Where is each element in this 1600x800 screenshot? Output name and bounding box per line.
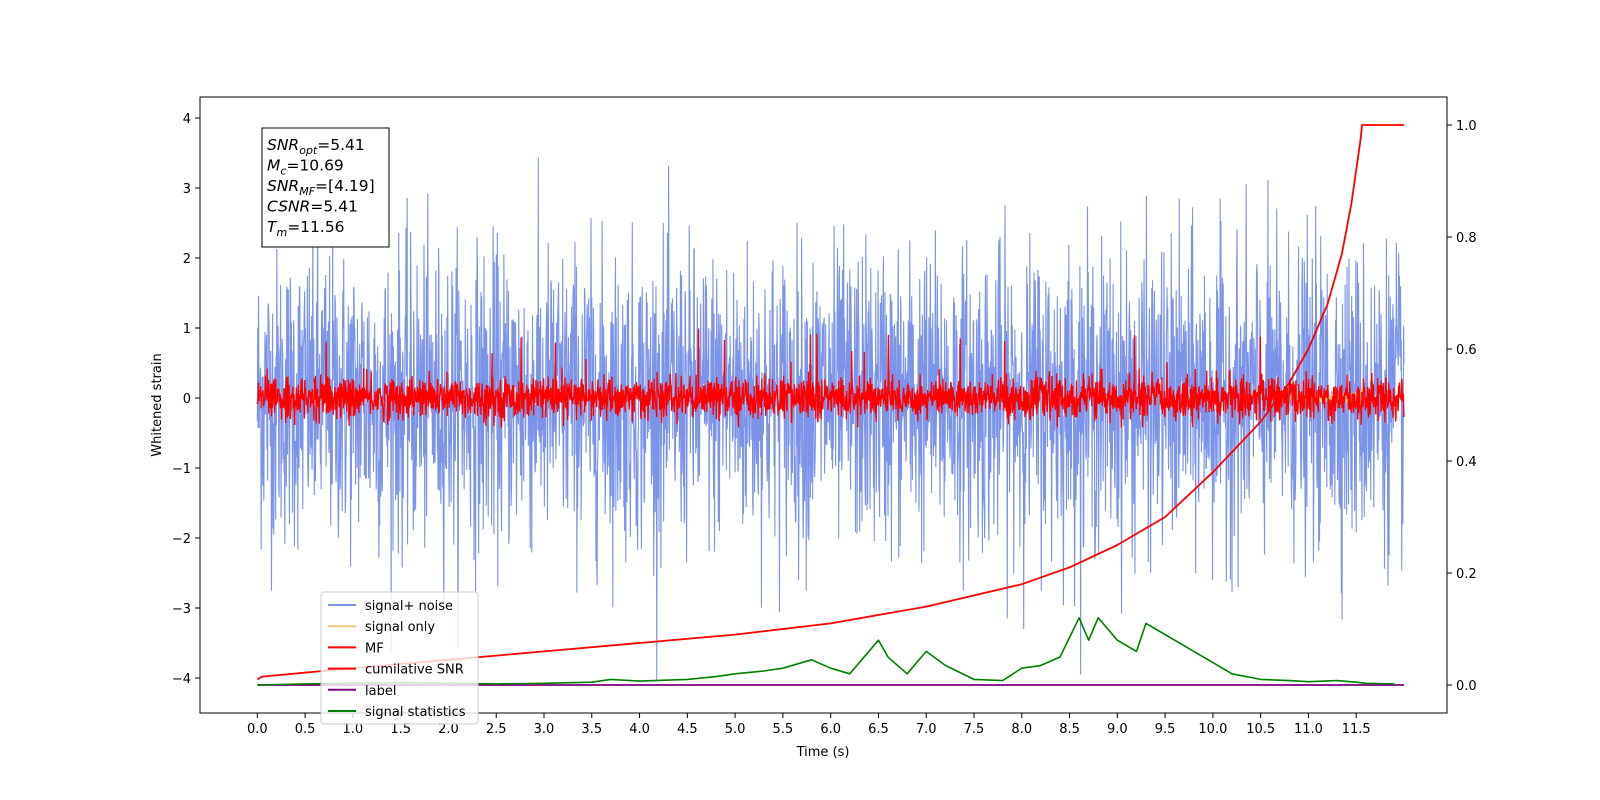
x-tick-label: 7.0: [916, 722, 937, 737]
y-left-tick-label: 4: [183, 112, 191, 127]
x-tick-label: 10.5: [1246, 722, 1275, 737]
x-tick-label: 5.0: [725, 722, 746, 737]
x-tick-label: 11.5: [1342, 722, 1371, 737]
x-tick-label: 1.5: [390, 722, 411, 737]
y-left-tick-label: −4: [172, 672, 191, 687]
legend: signal+ noise signal only MF cumilative SNR…: [320, 591, 479, 725]
y-left-tick-label: 0: [183, 392, 191, 407]
y-right-tick-label: 0.8: [1456, 231, 1477, 246]
x-tick-label: 2.5: [486, 722, 507, 737]
y-left-tick-label: −2: [172, 532, 191, 547]
legend-frame: [320, 591, 479, 725]
x-tick-label: 3.5: [581, 722, 602, 737]
y-left-tick-label: −3: [172, 602, 191, 617]
y-right-tick-label: 0.2: [1456, 567, 1477, 582]
info-box-line: Tm=11.56: [267, 218, 345, 239]
y-right-tick-label: 0.0: [1456, 679, 1477, 694]
y-axis-left: −4 −3 −2 −1 0 1 2 3 4: [172, 112, 200, 687]
x-tick-label: 9.5: [1155, 722, 1176, 737]
x-tick-label: 0.5: [295, 722, 316, 737]
x-tick-label: 4.5: [677, 722, 698, 737]
info-box-line: CSNR=5.41: [267, 198, 358, 216]
y-right-tick-label: 0.6: [1456, 343, 1477, 358]
legend-label: signal statistics: [365, 705, 466, 720]
y-axis-right: 0.0 0.2 0.4 0.6 0.8 1.0: [1447, 119, 1477, 694]
y-right-tick-label: 0.4: [1456, 455, 1477, 470]
legend-label: MF: [365, 641, 384, 656]
x-axis-label: Time (s): [796, 745, 850, 760]
y-left-tick-label: −1: [172, 462, 191, 477]
legend-label: signal only: [365, 620, 435, 635]
y-right-tick-label: 1.0: [1456, 119, 1477, 134]
y-left-tick-label: 2: [183, 252, 191, 267]
x-tick-label: 11.0: [1294, 722, 1323, 737]
x-tick-label: 6.5: [868, 722, 889, 737]
x-tick-label: 10.0: [1198, 722, 1227, 737]
legend-label: label: [365, 684, 396, 699]
info-box-line: SNRopt=5.41: [267, 136, 365, 157]
series-mf-line: [256, 329, 1405, 428]
x-axis: 0.0 0.5 1.0 1.5 2.0 2.5 3.0 3.5 4.0 4.5 5.0 5.5 6.0 6…: [247, 713, 1371, 737]
axes-frame: [199, 96, 1448, 714]
info-box: SNRopt=5.41Mc=10.69SNRMF=[4.19]CSNR=5.41…: [261, 127, 390, 248]
info-box-line: Mc=10.69: [267, 157, 344, 178]
x-tick-label: 1.0: [343, 722, 364, 737]
x-tick-label: 5.5: [773, 722, 794, 737]
series-cumulative-snr-line: [256, 124, 1404, 681]
x-tick-label: 8.5: [1059, 722, 1080, 737]
x-tick-label: 6.0: [820, 722, 841, 737]
info-box-line: SNRMF=[4.19]: [267, 177, 375, 198]
series-signal-statistics-line: [257, 616, 1395, 686]
x-tick-label: 8.0: [1011, 722, 1032, 737]
x-tick-label: 3.0: [534, 722, 555, 737]
legend-label: signal+ noise: [365, 599, 453, 614]
y-left-tick-label: 1: [183, 322, 191, 337]
x-tick-label: 4.0: [629, 722, 650, 737]
x-tick-label: 9.0: [1107, 722, 1128, 737]
x-tick-label: 7.5: [964, 722, 985, 737]
info-box-frame: [261, 127, 390, 248]
y-left-tick-label: 3: [183, 182, 191, 197]
legend-label: cumilative SNR: [365, 663, 464, 678]
y-axis-label-left: Whitened strain: [150, 353, 165, 456]
x-tick-label: 0.0: [247, 722, 268, 737]
x-tick-label: 2.0: [438, 722, 459, 737]
